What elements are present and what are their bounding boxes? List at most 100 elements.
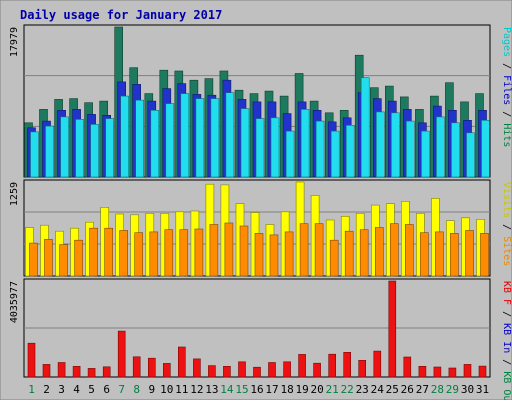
bar-pages-day-8	[135, 99, 144, 178]
bar-pages-day-16	[255, 118, 265, 178]
panel-kbytes: 4035977 KB F / KB In / KB Out	[9, 278, 512, 405]
bar-sites-day-13	[209, 224, 219, 277]
bar-sites-day-16	[254, 233, 264, 277]
bar-sites-day-8	[134, 232, 143, 277]
bar-kb-f-day-7	[117, 330, 126, 378]
bar-sites-day-19	[299, 223, 309, 277]
bar-sites-day-10	[164, 229, 174, 277]
bar-sites-day-29	[450, 233, 459, 277]
bar-sites-day-6	[104, 227, 113, 277]
bar-kb-f-day-30	[463, 364, 472, 378]
x-tick-day-10: 10	[160, 383, 173, 396]
panel-visits: 1259 Visits / Sites	[9, 179, 512, 277]
x-tick-day-19: 19	[295, 383, 308, 396]
x-tick-day-20: 20	[310, 383, 323, 396]
panel-hits: 17979 Pages / Files / Hits	[9, 24, 512, 178]
legend-visits: Visits / Sites	[501, 182, 512, 266]
bar-sites-day-5	[89, 227, 98, 277]
bar-kb-f-day-17	[268, 362, 276, 378]
x-tick-day-30: 30	[461, 383, 474, 396]
bar-sites-day-21	[329, 239, 339, 277]
bar-pages-day-2	[45, 125, 54, 178]
bar-kb-f-day-4	[72, 365, 81, 378]
bar-sites-day-1	[29, 242, 38, 277]
x-tick-day-12: 12	[190, 383, 203, 396]
bar-pages-day-9	[150, 110, 160, 178]
x-tick-day-3: 3	[58, 383, 65, 396]
bar-kb-f-day-20	[313, 362, 321, 378]
bar-kb-f-day-3	[57, 362, 66, 378]
bar-kb-f-day-29	[448, 367, 457, 378]
bar-pages-day-17	[270, 117, 280, 178]
bar-pages-day-18	[285, 130, 295, 178]
bar-pages-day-29	[451, 122, 460, 178]
x-tick-day-7: 7	[118, 383, 125, 396]
bar-pages-day-24	[375, 111, 385, 178]
bar-sites-day-25	[389, 223, 399, 277]
bar-pages-day-7	[120, 95, 129, 178]
x-tick-day-22: 22	[341, 383, 354, 396]
bar-sites-day-24	[374, 227, 384, 277]
legend-part: Sites	[501, 236, 512, 266]
bar-sites-day-27	[420, 232, 429, 277]
bar-pages-day-30	[466, 132, 475, 178]
bar-sites-day-12	[194, 228, 204, 277]
bar-sites-day-14	[224, 222, 234, 277]
bar-pages-day-25	[390, 112, 400, 178]
legend-part: /	[501, 353, 512, 371]
bar-pages-day-20	[315, 120, 325, 178]
bar-kb-f-day-13	[208, 365, 216, 378]
x-tick-day-14: 14	[220, 383, 234, 396]
legend-part: /	[501, 218, 512, 236]
bar-sites-day-3	[59, 244, 68, 277]
bar-kb-f-day-12	[193, 358, 201, 378]
x-tick-day-4: 4	[73, 383, 80, 396]
bar-sites-day-20	[314, 223, 324, 277]
bar-sites-day-11	[179, 229, 189, 277]
bar-sites-day-17	[269, 234, 279, 277]
bar-kb-f-day-31	[478, 365, 487, 378]
legend-part: Pages	[501, 27, 512, 57]
bar-kb-f-day-21	[328, 353, 337, 378]
legend-part: Files	[501, 75, 512, 105]
bar-sites-day-2	[44, 239, 53, 277]
y-max-label-kbytes: 4035977	[9, 281, 20, 323]
bar-sites-day-9	[149, 231, 159, 277]
bar-kb-f-day-18	[283, 361, 291, 378]
bar-kb-f-day-6	[102, 366, 111, 378]
x-tick-day-5: 5	[88, 383, 95, 396]
legend-part: Visits	[501, 182, 512, 218]
x-tick-day-23: 23	[356, 383, 369, 396]
x-tick-day-2: 2	[43, 383, 50, 396]
bar-sites-day-18	[284, 231, 294, 277]
bar-pages-day-27	[421, 130, 430, 178]
bar-sites-day-26	[404, 224, 414, 277]
x-tick-day-25: 25	[386, 383, 399, 396]
x-tick-day-13: 13	[205, 383, 218, 396]
legend-part: /	[501, 57, 512, 75]
bar-kb-f-day-1	[27, 342, 36, 378]
bar-pages-day-19	[300, 109, 310, 178]
legend-part: KB F	[501, 281, 512, 305]
x-tick-day-17: 17	[265, 383, 278, 396]
bar-pages-day-31	[481, 120, 490, 178]
x-tick-day-31: 31	[476, 383, 489, 396]
bar-pages-day-23	[360, 77, 370, 178]
y-max-label-hits: 17979	[9, 27, 20, 57]
x-tick-day-28: 28	[431, 383, 444, 396]
bar-pages-day-14	[225, 92, 235, 178]
bar-pages-day-22	[345, 125, 355, 178]
bar-kb-f-day-25	[388, 280, 397, 378]
bar-pages-day-10	[165, 103, 175, 178]
bar-pages-day-26	[405, 120, 415, 178]
legend-part: Hits	[501, 123, 512, 147]
bar-kb-f-day-23	[358, 359, 367, 378]
x-tick-day-9: 9	[148, 383, 155, 396]
bar-kb-f-day-16	[253, 366, 261, 378]
bar-kb-f-day-2	[42, 364, 51, 378]
bar-sites-day-7	[119, 230, 128, 277]
x-tick-day-15: 15	[235, 383, 248, 396]
bar-sites-day-4	[74, 239, 83, 277]
